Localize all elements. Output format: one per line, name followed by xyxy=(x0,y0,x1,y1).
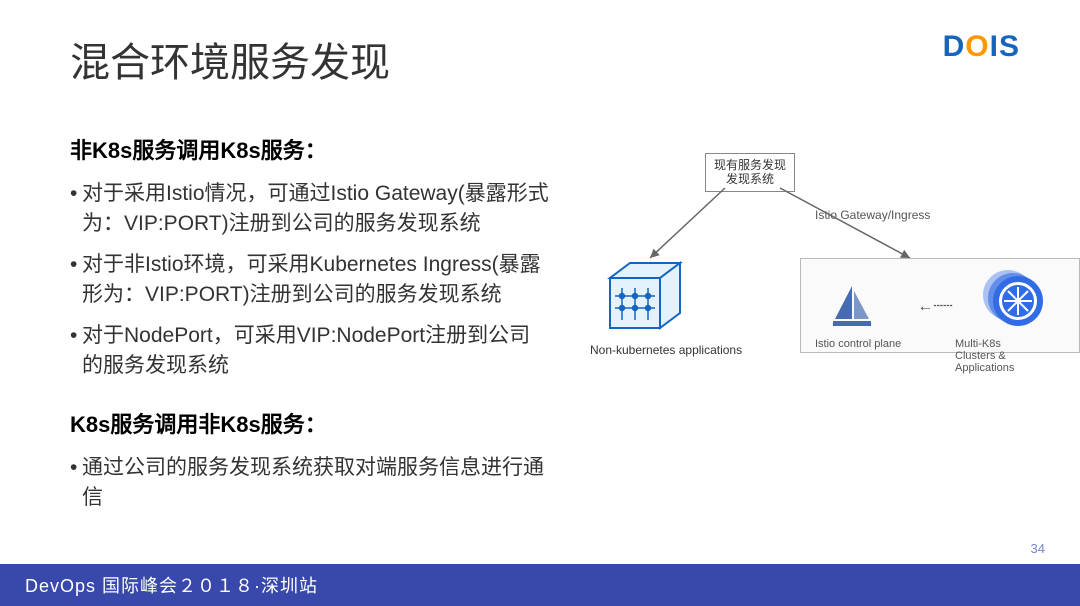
bullet-item: 通过公司的服务发现系统获取对端服务信息进行通信 xyxy=(70,453,550,514)
istio-sail-icon xyxy=(827,281,877,331)
section-heading-1: 非K8s服务调用K8s服务： xyxy=(70,133,550,165)
logo-letter-d: D xyxy=(943,30,966,63)
logo-letter-s: S xyxy=(999,30,1020,63)
nonk8s-cube-icon xyxy=(600,258,690,343)
slide-container: 混合环境服务发现 DOIS 非K8s服务调用K8s服务： 对于采用Istio情况… xyxy=(0,0,1080,606)
multik8s-label: Multi-K8s Clusters & Applications xyxy=(955,338,1030,374)
nonk8s-label: Non-kubernetes applications xyxy=(590,343,742,357)
bullet-item: 对于采用Istio情况，可通过Istio Gateway(暴露形式为：VIP:P… xyxy=(70,179,550,240)
bullet-item: 对于非Istio环境，可采用Kubernetes Ingress(暴露形为：VI… xyxy=(70,250,550,311)
gateway-edge-label: Istio Gateway/Ingress xyxy=(815,208,930,222)
logo-letter-i: I xyxy=(990,30,999,63)
diagram-area: 现有服务发现发现系统 Istio Gateway/Ingress xyxy=(570,133,1030,453)
footer-bar: DevOps 国际峰会２０１８·深圳站 xyxy=(0,564,1080,606)
slide-title: 混合环境服务发现 xyxy=(70,30,390,88)
discovery-system-node: 现有服务发现发现系统 xyxy=(705,153,795,192)
bullet-list-2: 通过公司的服务发现系统获取对端服务信息进行通信 xyxy=(70,453,550,514)
control-plane-label: Istio control plane xyxy=(815,338,901,350)
k8s-stack-icon xyxy=(993,276,1053,336)
bullet-list-1: 对于采用Istio情况，可通过Istio Gateway(暴露形式为：VIP:P… xyxy=(70,179,550,382)
section-heading-2: K8s服务调用非K8s服务： xyxy=(70,407,550,439)
text-column: 非K8s服务调用K8s服务： 对于采用Istio情况，可通过Istio Gate… xyxy=(70,133,550,539)
logo-letter-o: O xyxy=(965,30,989,63)
slide-header: 混合环境服务发现 DOIS xyxy=(70,30,1030,88)
footer-text: DevOps 国际峰会２０１８·深圳站 xyxy=(25,572,318,598)
page-number: 34 xyxy=(1031,541,1045,556)
arrow-icon: ←┄┄ xyxy=(917,296,952,316)
dois-logo: DOIS xyxy=(943,30,1020,64)
content-row: 非K8s服务调用K8s服务： 对于采用Istio情况，可通过Istio Gate… xyxy=(70,133,1030,539)
bullet-item: 对于NodePort，可采用VIP:NodePort注册到公司的服务发现系统 xyxy=(70,321,550,382)
